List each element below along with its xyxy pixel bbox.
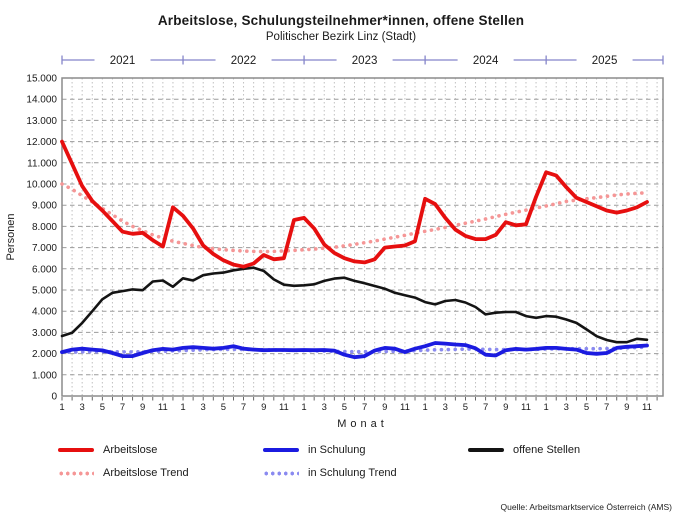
legend-item-arbeitslose: Arbeitslose <box>58 443 157 457</box>
x-tick-label: 9 <box>382 402 387 413</box>
plot-area: 2021 2022 2023 2024 2025 0 1.000 2.000 3.000 4.00… <box>5 55 664 430</box>
x-axis-title: Monat <box>337 418 388 430</box>
x-tick-label: 1 <box>543 402 548 413</box>
x-tick-label: 11 <box>400 402 410 413</box>
year-label: 2025 <box>592 55 618 67</box>
x-tick-label: 7 <box>120 402 125 413</box>
line-in-schulung <box>60 341 649 360</box>
x-tick-label: 7 <box>241 402 246 413</box>
plot-border <box>61 77 664 397</box>
y-tick-label: 3.000 <box>32 328 57 339</box>
y-tick-label: 1.000 <box>32 370 57 381</box>
x-tick-label: 1 <box>422 402 427 413</box>
x-tick-label: 5 <box>342 402 347 413</box>
x-tick-label: 1 <box>59 402 64 413</box>
year-label: 2023 <box>352 55 378 67</box>
x-tick-label: 9 <box>624 402 629 413</box>
x-tick-label: 3 <box>322 402 327 413</box>
legend-item-arbeitslose-trend: Arbeitslose Trend <box>58 466 189 480</box>
year-label: 2024 <box>473 55 499 67</box>
legend-item-in-schulung: in Schulung <box>263 443 366 457</box>
y-tick-label: 14.000 <box>26 95 57 106</box>
line-in-schulung-trend <box>60 345 649 355</box>
legend-label-arbeitslose: Arbeitslose <box>103 444 158 456</box>
x-tick-label: 3 <box>564 402 569 413</box>
x-tick-label: 5 <box>221 402 226 413</box>
legend-swatch-in-schulung-trend <box>263 470 299 476</box>
legend-swatch-arbeitslose-trend <box>58 470 94 476</box>
chart-title: Arbeitslose, Schulungsteilnehmer*innen, … <box>157 13 525 28</box>
legend-item-in-schulung-trend: in Schulung Trend <box>263 466 397 480</box>
source-note: Quelle: Arbeitsmarktservice Österreich (… <box>500 502 672 512</box>
legend-swatch-arbeitslose <box>58 448 94 452</box>
x-tick-label: 7 <box>604 402 609 413</box>
line-offene-stellen <box>60 266 649 344</box>
line-arbeitslose <box>60 139 649 269</box>
y-tick-label: 11.000 <box>27 158 57 169</box>
x-tick-label: 5 <box>100 402 105 413</box>
legend-swatch-offene-stellen <box>468 448 504 452</box>
x-tick-label: 3 <box>443 402 448 413</box>
y-tick-label: 12.000 <box>26 137 57 148</box>
y-tick-label: 9.000 <box>32 201 57 212</box>
x-tick-label: 9 <box>261 402 266 413</box>
x-tick-label: 7 <box>362 402 367 413</box>
y-tick-label: 8.000 <box>32 222 57 233</box>
y-tick-label: 0 <box>51 392 57 403</box>
y-tick-label: 15.000 <box>26 74 57 85</box>
x-tick-label: 9 <box>140 402 145 413</box>
chart-subtitle: Politischer Bezirk Linz (Stadt) <box>265 31 417 43</box>
y-tick-label: 6.000 <box>32 264 57 275</box>
legend-label-in-schulung: in Schulung <box>308 444 366 456</box>
y-tick-label: 2.000 <box>32 349 57 360</box>
x-tick-label: 7 <box>483 402 488 413</box>
year-label: 2022 <box>231 55 257 67</box>
x-tick-label: 5 <box>463 402 468 413</box>
x-tick-label: 9 <box>503 402 508 413</box>
x-tick-label: 1 <box>301 402 306 413</box>
x-tick-label: 11 <box>158 402 168 413</box>
year-label: 2021 <box>110 55 136 67</box>
legend-label-arbeitslose-trend: Arbeitslose Trend <box>103 467 189 479</box>
legend-label-offene-stellen: offene Stellen <box>513 444 581 456</box>
legend-label-in-schulung-trend: in Schulung Trend <box>308 467 397 479</box>
line-arbeitslose-trend <box>60 182 649 254</box>
x-tick-label: 11 <box>279 402 289 413</box>
y-axis-title: Personen <box>5 213 17 260</box>
x-tick-label: 3 <box>201 402 206 413</box>
y-tick-label: 5.000 <box>32 286 57 297</box>
x-tick-label: 11 <box>642 402 652 413</box>
legend-swatch-in-schulung <box>263 448 299 452</box>
y-tick-label: 13.000 <box>26 116 57 127</box>
x-tick-label: 3 <box>80 402 85 413</box>
x-tick-label: 1 <box>180 402 185 413</box>
legend-item-offene-stellen: offene Stellen <box>468 443 580 457</box>
x-tick-label: 5 <box>584 402 589 413</box>
x-tick-label: 11 <box>521 402 531 413</box>
y-tick-label: 7.000 <box>32 243 57 254</box>
y-tick-label: 4.000 <box>32 307 57 318</box>
y-tick-label: 10.000 <box>26 180 57 191</box>
